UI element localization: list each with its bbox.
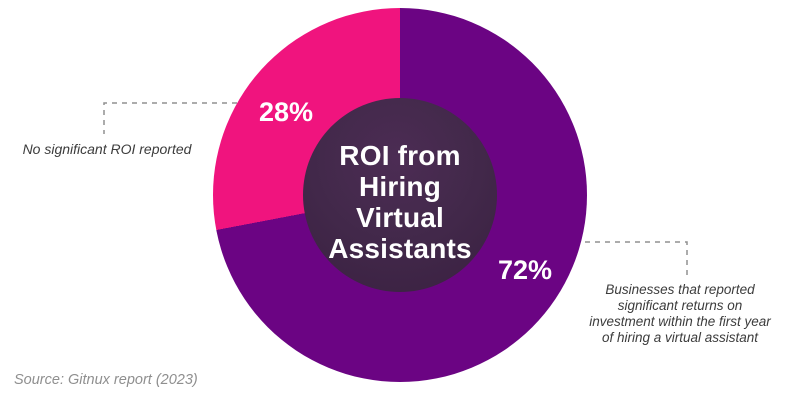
chart-title: ROI from Hiring Virtual Assistants [328,140,472,264]
left-callout-line [103,102,237,134]
pink-slice-annotation: No significant ROI reported [22,141,192,157]
pink-slice-percent-label: 28% [258,97,314,127]
chart-title-line-3: Virtual [355,202,445,233]
donut-center: ROI from Hiring Virtual Assistants [303,98,497,292]
chart-title-line-4: Assistants [328,233,472,264]
purple-slice-annotation: Businesses that reported significant ret… [580,282,780,346]
purple-annotation-line-4: of hiring a virtual assistant [601,330,759,345]
source-attribution: Source: Gitnux report (2023) [14,372,198,388]
purple-annotation-line-3: investment within the first year [589,314,771,329]
purple-annotation-line-2: significant returns on [617,298,743,313]
purple-annotation-line-1: Businesses that reported [605,282,755,297]
purple-slice-percent-label: 72% [497,255,553,285]
chart-title-line-2: Hiring [358,171,442,202]
right-callout-line [585,241,688,275]
chart-title-line-1: ROI from [339,140,461,171]
